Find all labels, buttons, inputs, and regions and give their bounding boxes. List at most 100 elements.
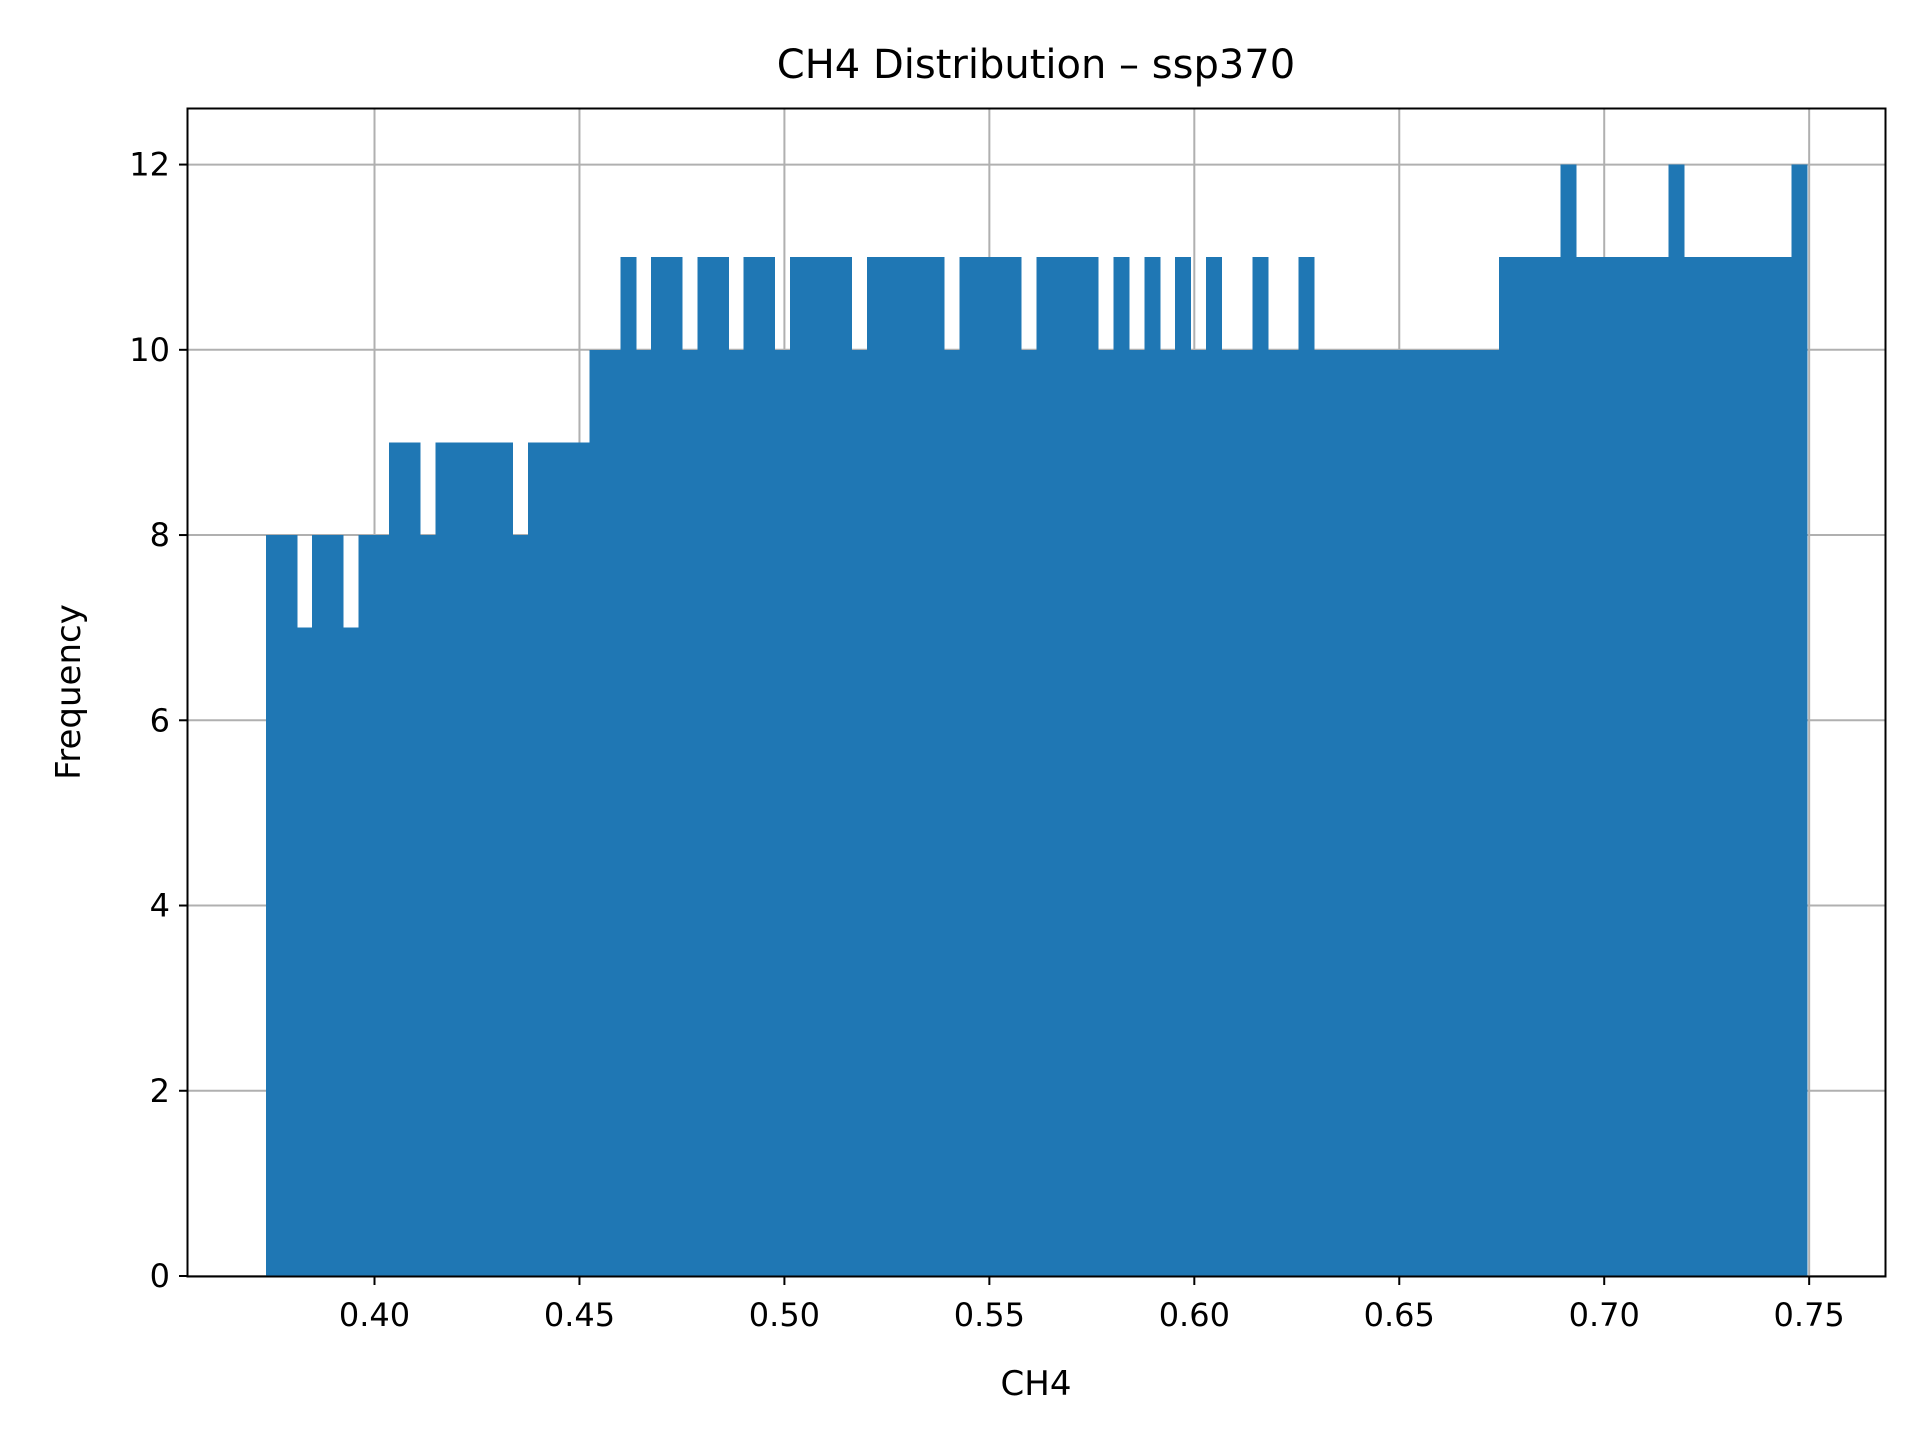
histogram-bar xyxy=(1098,349,1115,1276)
x-axis-ticks: 0.40 0.45 0.50 0.55 0.60 0.65 0.70 0.75 xyxy=(339,1276,1845,1334)
histogram-bar xyxy=(990,257,1007,1276)
histogram-bar xyxy=(1776,257,1793,1276)
histogram-bar xyxy=(373,535,390,1276)
histogram-bar xyxy=(728,349,745,1276)
histogram-bar xyxy=(558,442,575,1276)
histogram-bar xyxy=(959,257,976,1276)
histogram-bar xyxy=(1005,257,1022,1276)
histogram-bar xyxy=(1313,349,1330,1276)
histogram-bar xyxy=(651,257,668,1276)
histogram-bar xyxy=(759,257,776,1276)
histogram-bar xyxy=(604,349,621,1276)
histogram-bar xyxy=(342,627,359,1276)
histogram-bar xyxy=(497,442,514,1276)
histogram-bar xyxy=(404,442,421,1276)
x-tick-label: 0.75 xyxy=(1774,1296,1845,1334)
x-tick-label: 0.60 xyxy=(1159,1296,1230,1334)
histogram-bar xyxy=(944,349,961,1276)
histogram-bar xyxy=(481,442,498,1276)
histogram-bar xyxy=(1483,349,1500,1276)
histogram-bar xyxy=(1360,349,1377,1276)
y-tick-label: 10 xyxy=(129,331,170,369)
histogram-bar xyxy=(897,257,914,1276)
histogram-bar xyxy=(358,535,375,1276)
histogram-bar xyxy=(1699,257,1716,1276)
histogram-bar xyxy=(1560,164,1577,1277)
histogram-bar xyxy=(913,257,930,1276)
histogram-bar xyxy=(435,442,452,1276)
x-tick-label: 0.45 xyxy=(544,1296,615,1334)
histogram-bar xyxy=(1514,257,1531,1276)
histogram-bar xyxy=(574,442,591,1276)
histogram-bar xyxy=(851,349,868,1276)
histogram-bar xyxy=(1637,257,1654,1276)
histogram-bar xyxy=(1298,257,1315,1276)
histogram-bar xyxy=(1760,257,1777,1276)
histogram-bar xyxy=(666,257,683,1276)
histogram-bar xyxy=(882,257,899,1276)
x-tick-label: 0.70 xyxy=(1569,1296,1640,1334)
histogram-bar xyxy=(1190,349,1207,1276)
histogram-bar xyxy=(974,257,991,1276)
histogram-bar xyxy=(1036,257,1053,1276)
histogram-bar xyxy=(866,257,883,1276)
histogram-bar xyxy=(1390,349,1407,1276)
histogram-bar xyxy=(1113,257,1130,1276)
histogram-bar xyxy=(1791,164,1808,1277)
histogram-bar xyxy=(1221,349,1238,1276)
y-tick-label: 12 xyxy=(129,146,170,184)
y-tick-label: 6 xyxy=(150,701,170,739)
y-axis-ticks: 0 2 4 6 8 10 12 xyxy=(129,146,188,1295)
histogram-bar xyxy=(389,442,406,1276)
histogram-bar xyxy=(312,535,329,1276)
histogram-bar xyxy=(420,535,437,1276)
histogram-bar xyxy=(1067,257,1084,1276)
histogram-bar xyxy=(1283,349,1300,1276)
histogram-bar xyxy=(1668,164,1685,1277)
y-axis-label: Frequency xyxy=(49,604,89,780)
histogram-bar xyxy=(1591,257,1608,1276)
histogram-bar xyxy=(1344,349,1361,1276)
y-tick-label: 0 xyxy=(150,1257,170,1295)
histogram-bar xyxy=(265,535,282,1276)
histogram-bar xyxy=(697,257,714,1276)
histogram-bars xyxy=(265,164,1808,1277)
x-tick-label: 0.55 xyxy=(954,1296,1025,1334)
histogram-bar xyxy=(296,627,313,1276)
histogram-bar xyxy=(774,349,791,1276)
histogram-bar xyxy=(1606,257,1623,1276)
histogram-bar xyxy=(1622,257,1639,1276)
y-tick-label: 8 xyxy=(150,516,170,554)
histogram-bar xyxy=(620,257,637,1276)
histogram-bar xyxy=(820,257,837,1276)
histogram-bar xyxy=(1652,257,1670,1276)
histogram-bar xyxy=(1128,349,1145,1276)
histogram-bar xyxy=(789,257,806,1276)
histogram-bar xyxy=(1730,257,1747,1276)
histogram-bar xyxy=(1529,257,1546,1276)
histogram-bar xyxy=(1452,349,1469,1276)
histogram-bar xyxy=(1329,349,1346,1276)
histogram-bar xyxy=(1206,257,1223,1276)
histogram-bar xyxy=(1375,349,1392,1276)
y-tick-label: 2 xyxy=(150,1072,170,1110)
histogram-bar xyxy=(1051,257,1068,1276)
histogram-bar xyxy=(512,535,529,1276)
histogram-bar xyxy=(1437,349,1454,1276)
histogram-bar xyxy=(712,257,729,1276)
histogram-bar xyxy=(805,257,822,1276)
histogram-bar xyxy=(635,349,652,1276)
histogram-bar xyxy=(1082,257,1099,1276)
histogram-bar xyxy=(589,349,606,1276)
histogram-bar xyxy=(543,442,560,1276)
y-tick-label: 4 xyxy=(150,887,170,925)
histogram-bar xyxy=(1159,349,1176,1276)
chart-title: CH4 Distribution – ssp370 xyxy=(777,42,1295,88)
histogram-bar xyxy=(1406,349,1423,1276)
histogram-bar xyxy=(1267,349,1284,1276)
histogram-bar xyxy=(1175,257,1192,1276)
histogram-bar xyxy=(327,535,344,1276)
histogram-bar xyxy=(1144,257,1161,1276)
x-tick-label: 0.40 xyxy=(339,1296,410,1334)
